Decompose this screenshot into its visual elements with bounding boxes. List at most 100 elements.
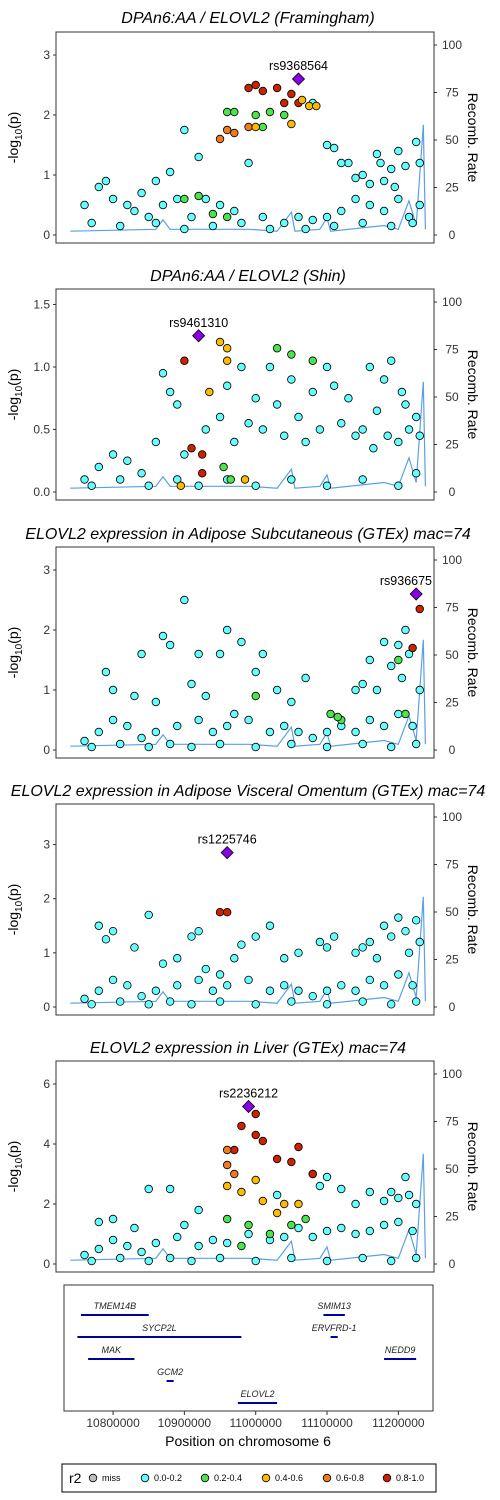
snp-point — [308, 215, 317, 225]
snp-point — [394, 640, 403, 650]
snp-point — [258, 212, 268, 222]
lead-snp-label: rs2236212 — [219, 1087, 278, 1101]
snp-point — [408, 1226, 417, 1236]
snp-point-ld — [312, 101, 321, 111]
snp-point-ld — [198, 450, 207, 459]
right-tick-label: 25 — [445, 438, 459, 452]
x-axis-label: Position on chromosome 6 — [165, 1433, 331, 1449]
snp-point — [130, 1223, 139, 1233]
right-tick-label: 0 — [449, 228, 456, 242]
y-tick-label: 2 — [43, 108, 50, 122]
snp-point-ld — [287, 1157, 296, 1167]
snp-point — [180, 125, 189, 135]
snp-point — [358, 475, 367, 484]
right-tick-label: 50 — [445, 648, 459, 662]
snp-point — [358, 943, 367, 952]
snp-point-ld — [287, 350, 296, 359]
snp-point — [265, 727, 275, 737]
snp-point — [173, 1232, 182, 1242]
snp-point-ld — [230, 107, 239, 117]
snp-point — [351, 194, 360, 204]
snp-point — [322, 943, 332, 952]
panel-frame — [55, 31, 435, 244]
snp-point — [94, 462, 103, 472]
snp-point — [379, 981, 389, 990]
snp-point — [80, 200, 89, 210]
snp-point — [180, 450, 189, 459]
right-tick-label: 50 — [445, 390, 459, 404]
snp-point — [194, 975, 203, 985]
snp-point-ld — [230, 1169, 239, 1179]
lead-snp-marker — [242, 1099, 256, 1114]
snp-point — [137, 649, 146, 659]
snp-point — [173, 954, 182, 963]
snp-point-ld — [251, 1109, 260, 1119]
snp-point — [180, 595, 189, 605]
snp-point — [387, 356, 396, 365]
snp-point — [358, 425, 367, 434]
snp-point — [151, 1238, 161, 1248]
right-axis-label: Recomb. Rate — [465, 608, 481, 698]
snp-point — [280, 981, 289, 990]
snp-point — [101, 935, 111, 944]
snp-point-ld — [251, 122, 260, 132]
snp-point — [80, 475, 89, 484]
snp-point — [301, 224, 310, 234]
snp-point — [322, 986, 332, 995]
snp-point — [351, 986, 360, 995]
snp-point — [144, 481, 153, 490]
snp-point — [101, 176, 111, 186]
snp-point — [194, 1205, 203, 1215]
snp-point — [187, 932, 196, 941]
snp-point — [301, 673, 310, 683]
snp-point — [158, 959, 168, 968]
y-tick-label: 0 — [43, 743, 50, 757]
snp-point — [369, 444, 378, 453]
gene-label: SYCP2L — [142, 1323, 177, 1333]
right-tick-label: 75 — [445, 1115, 459, 1129]
snp-point-ld — [333, 712, 342, 722]
y-axis-label: -log10(p) — [5, 369, 25, 421]
snp-point-ld — [230, 1145, 239, 1155]
snp-point — [151, 218, 161, 228]
snp-point-ld — [280, 110, 289, 120]
snp-point — [372, 406, 382, 415]
snp-point — [351, 1229, 360, 1239]
legend: r2 miss 0.0-0.2 0.2-0.4 0.4-0.6 0.6-0.8 0.8-1.… — [61, 1463, 437, 1493]
snp-point — [358, 739, 367, 749]
gene-label: SMIM13 — [317, 1301, 351, 1311]
panel-1: DPAn6:AA / ELOVL2 (Framingham) 0 1 2 3 0 25 50 7… — [5, 10, 481, 244]
snp-point — [251, 481, 260, 490]
snp-point — [215, 970, 225, 979]
legend-swatch — [140, 1473, 150, 1483]
y-tick-label: 0 — [43, 228, 50, 242]
snp-point — [387, 932, 396, 941]
panel-frame — [55, 1060, 435, 1273]
snp-point — [173, 981, 182, 990]
snp-point — [358, 997, 367, 1006]
snp-point — [272, 400, 282, 409]
snp-point — [187, 212, 196, 222]
snp-point — [379, 637, 389, 647]
snp-point — [194, 649, 203, 659]
snp-point-ld — [230, 128, 239, 138]
snp-point — [165, 739, 175, 749]
snp-point — [351, 431, 360, 440]
snp-point — [401, 625, 410, 635]
snp-point-ld — [198, 469, 207, 478]
snp-point — [315, 425, 325, 434]
y-tick-label: 1 — [43, 168, 50, 182]
snp-point — [308, 1232, 317, 1242]
y-tick-label: 2 — [43, 623, 50, 637]
snp-point — [144, 212, 153, 222]
right-axis-label: Recomb. Rate — [465, 93, 481, 183]
snp-point — [337, 419, 346, 428]
snp-point — [165, 640, 175, 650]
snp-point — [173, 475, 182, 484]
snp-point — [401, 926, 410, 936]
snp-point — [108, 975, 118, 985]
y-tick-label: 6 — [43, 1077, 50, 1091]
snp-point — [87, 481, 96, 490]
snp-point — [108, 926, 118, 936]
snp-point — [411, 1253, 421, 1263]
